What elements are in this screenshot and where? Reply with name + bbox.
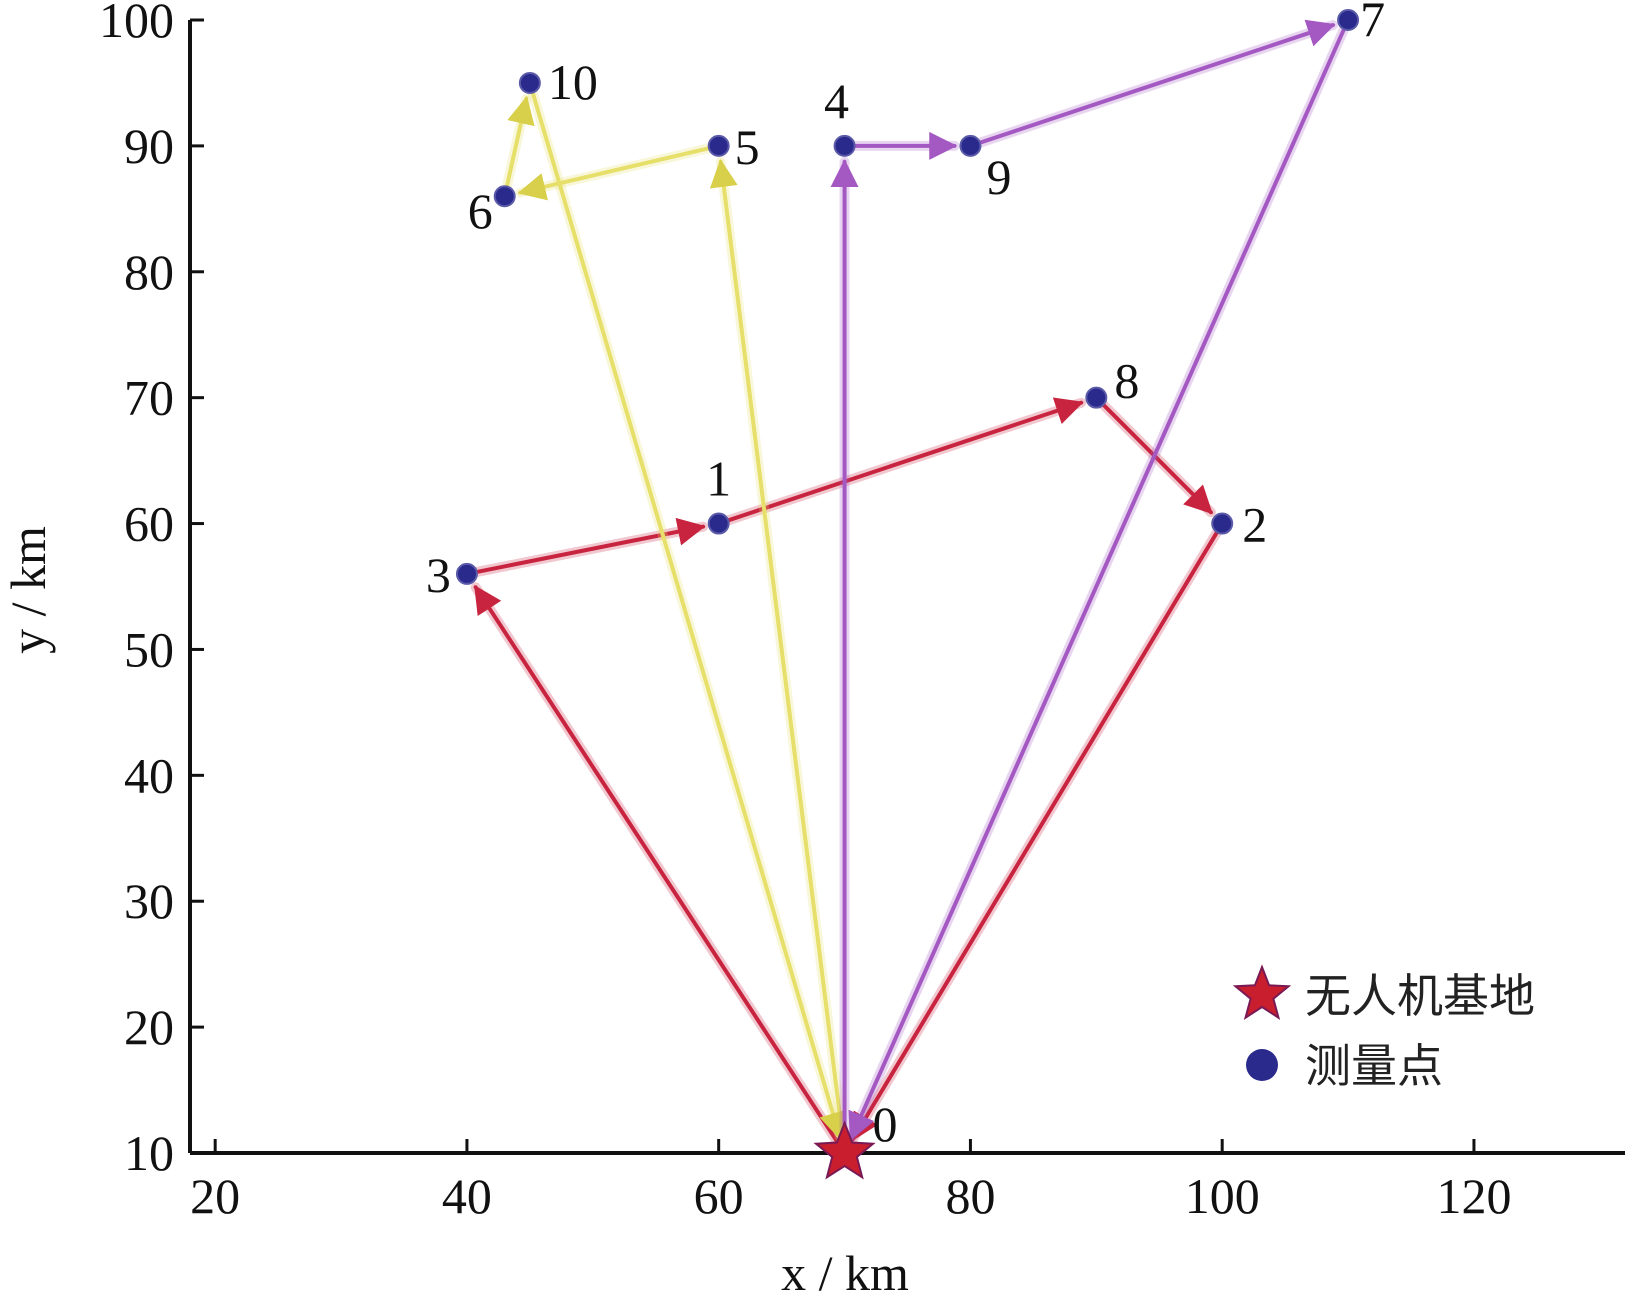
y-tick-label: 10 <box>124 1125 174 1181</box>
y-tick-label: 20 <box>124 999 174 1055</box>
point-label: 1 <box>706 451 731 507</box>
x-tick-label: 80 <box>945 1168 995 1224</box>
point-labels: 0 1 2 3 4 5 6 7 8 9 10 <box>426 0 1385 1152</box>
point-label: 8 <box>1114 353 1139 409</box>
route-segment <box>502 95 535 199</box>
x-tick-label: 60 <box>694 1168 744 1224</box>
point-label: 5 <box>735 119 760 175</box>
x-tick-label: 20 <box>190 1168 240 1224</box>
route-segment <box>848 18 1351 1141</box>
legend-star-icon <box>1232 964 1292 1020</box>
y-tick-label: 100 <box>99 0 174 48</box>
legend-circle-icon <box>1246 1049 1278 1081</box>
y-tick-label: 30 <box>124 873 174 929</box>
route-segment <box>473 584 847 1155</box>
point-label: 10 <box>548 54 598 110</box>
y-tick-label: 60 <box>124 496 174 552</box>
route-segment <box>716 397 1084 526</box>
y-axis-title: y / km <box>0 526 56 654</box>
legend-label-base: 无人机基地 <box>1305 969 1535 1023</box>
axes <box>188 20 1625 1155</box>
measurement-point <box>1211 512 1234 535</box>
y-tick-label: 70 <box>124 370 174 426</box>
measurement-point <box>707 134 730 157</box>
y-tick-label: 40 <box>124 747 174 803</box>
route-segment <box>850 521 1225 1142</box>
measurement-point <box>1337 9 1360 31</box>
route-segment <box>709 158 847 1155</box>
point-label: 2 <box>1242 497 1267 553</box>
x-tick-label: 40 <box>442 1168 492 1224</box>
measurement-point <box>959 134 982 157</box>
route-segment <box>968 19 1336 148</box>
base-label: 0 <box>873 1096 898 1152</box>
measurement-point <box>707 512 730 535</box>
legend-label-point: 测量点 <box>1305 1039 1443 1093</box>
measurement-point <box>1085 386 1108 409</box>
y-tick-label: 90 <box>124 118 174 174</box>
measurement-point <box>833 134 856 157</box>
point-label: 6 <box>468 183 493 239</box>
x-tick-label: 120 <box>1436 1168 1511 1224</box>
measurement-point <box>518 71 541 94</box>
base-star-marker <box>813 1120 876 1180</box>
y-tick-label: 50 <box>124 621 174 677</box>
point-label: 3 <box>426 547 451 603</box>
x-tick-label: 100 <box>1185 1168 1260 1224</box>
route-segment <box>527 80 847 1141</box>
x-axis-title: x / km <box>781 1245 909 1298</box>
y-tick-label: 80 <box>124 244 174 300</box>
point-label: 9 <box>986 149 1011 205</box>
point-label: 4 <box>824 73 849 129</box>
measurement-point <box>455 562 478 585</box>
measurement-point <box>493 185 516 208</box>
point-label: 7 <box>1360 0 1385 47</box>
route-paths <box>461 15 1354 1158</box>
measurement-points <box>455 9 1360 1180</box>
legend: 无人机基地 测量点 <box>1232 964 1535 1093</box>
route-segment <box>517 143 721 201</box>
